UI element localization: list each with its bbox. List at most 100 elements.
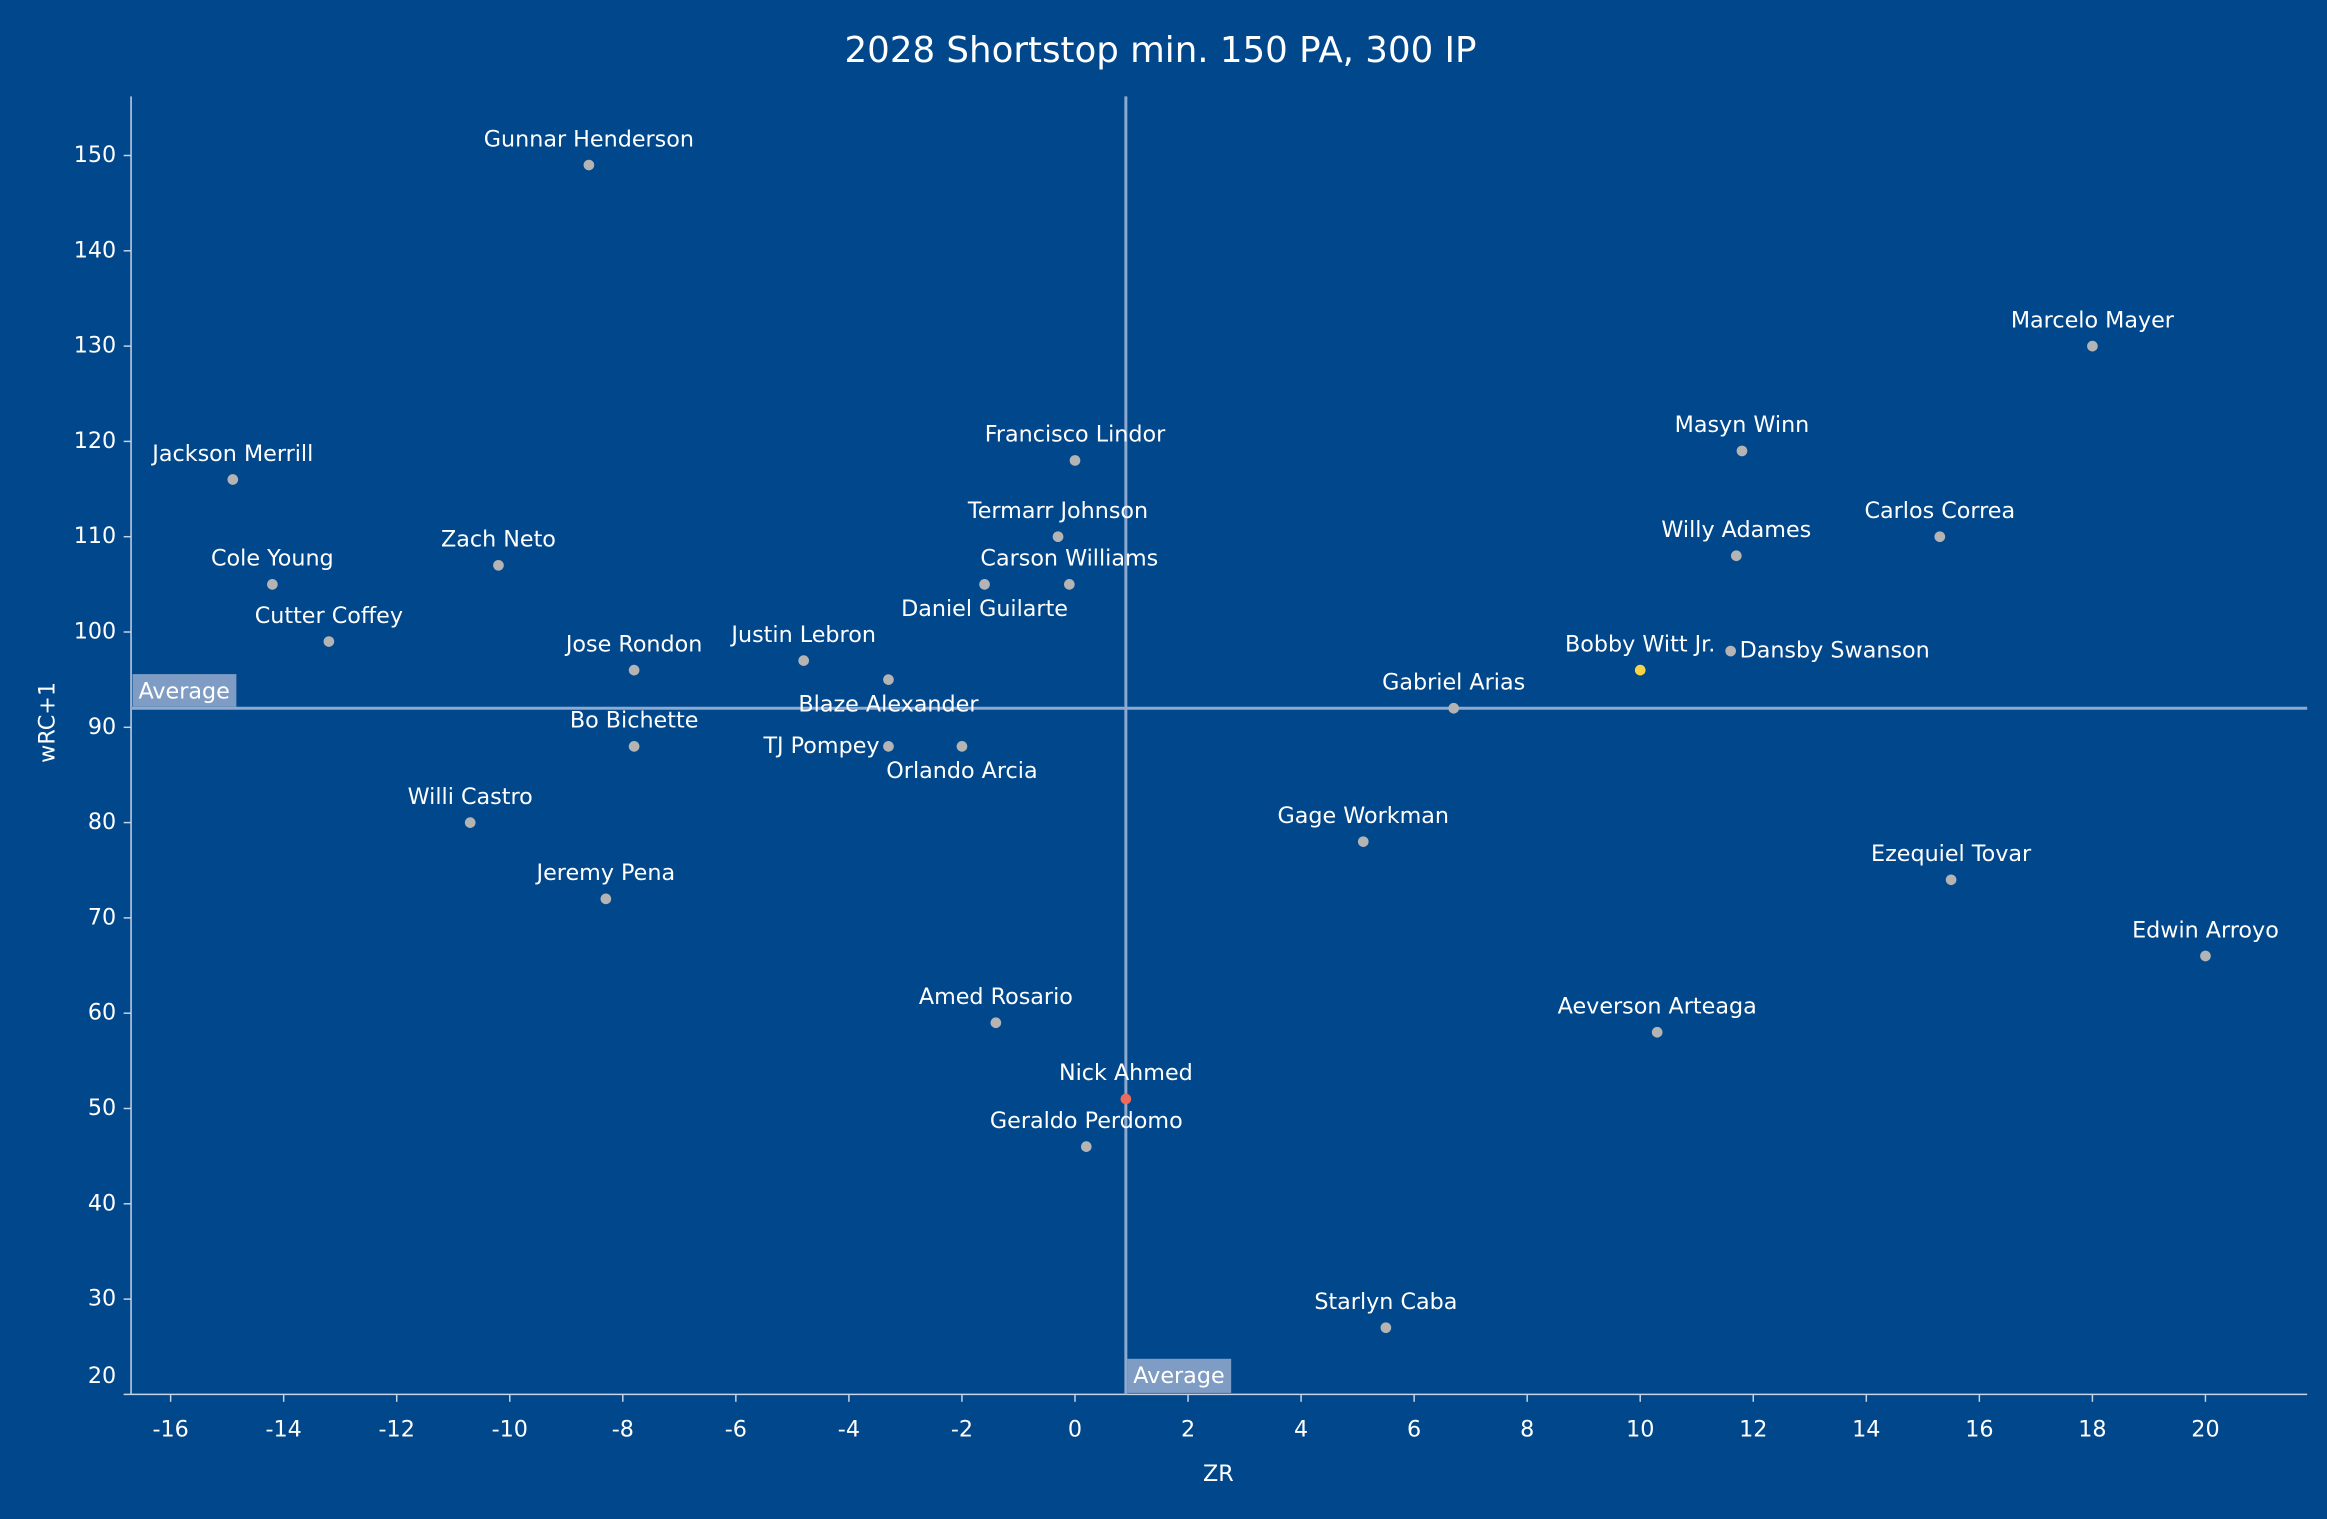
x-tick-label: -12 (379, 1416, 415, 1442)
point (1380, 1322, 1392, 1334)
x-tick-label: 16 (1965, 1416, 1993, 1442)
point (323, 636, 335, 647)
x-tick-label: 12 (1739, 1416, 1767, 1442)
point-label: Starlyn Caba (1314, 1289, 1457, 1315)
point-label: Masyn Winn (1675, 412, 1810, 438)
x-tick-label: -8 (612, 1416, 634, 1442)
y-tick-label: 90 (88, 714, 116, 740)
x-tick-label: 10 (1626, 1416, 1654, 1442)
point (493, 559, 504, 571)
point-label: Jose Rondon (564, 631, 703, 657)
point (628, 741, 640, 752)
y-tick-label: 70 (88, 904, 116, 930)
x-tick-label: -14 (265, 1416, 301, 1442)
x-tick-label: -2 (951, 1416, 973, 1442)
point (1651, 1026, 1663, 1038)
reference-label-box (132, 674, 237, 707)
point (798, 655, 810, 666)
y-tick-label: 40 (88, 1190, 116, 1216)
point-label: Justin Lebron (729, 622, 876, 648)
point-label: Gunnar Henderson (484, 126, 694, 152)
y-tick-label: 120 (74, 428, 116, 454)
point (267, 579, 278, 590)
point-label: Jackson Merrill (150, 441, 313, 467)
reference-label-box (1127, 1358, 1232, 1393)
y-tick-label: 50 (88, 1095, 116, 1121)
y-tick-label: 20 (88, 1363, 116, 1389)
point (1052, 531, 1064, 543)
point-label: Willy Adames (1661, 517, 1811, 543)
point (1080, 1141, 1092, 1152)
point-label: Cutter Coffey (255, 603, 403, 629)
point (1120, 1093, 1132, 1105)
point (979, 579, 990, 590)
point-label: Gage Workman (1278, 803, 1450, 829)
point-label: Ezequiel Tovar (1871, 841, 2032, 867)
point (956, 741, 968, 752)
y-axis-label: wRC+1 (34, 682, 60, 763)
point-label: Geraldo Perdomo (990, 1108, 1183, 1134)
point-label: Termarr Johnson (967, 498, 1148, 524)
point-label: Bo Bichette (570, 708, 699, 734)
point-label: Willi Castro (408, 784, 533, 810)
point (1448, 702, 1460, 714)
point (1064, 579, 1075, 590)
point (2087, 340, 2098, 352)
point (2200, 950, 2211, 962)
point (628, 664, 640, 676)
x-tick-label: 20 (2191, 1416, 2219, 1442)
x-tick-label: 8 (1520, 1416, 1534, 1442)
point (1357, 836, 1369, 848)
point-label: Zach Neto (441, 527, 556, 553)
point (1945, 874, 1957, 886)
point (1730, 550, 1742, 562)
point (883, 674, 894, 685)
x-tick-label: 6 (1407, 1416, 1421, 1442)
y-tick-label: 80 (88, 809, 116, 835)
y-tick-label: 150 (74, 142, 116, 168)
point (1725, 645, 1737, 657)
point-label: Nick Ahmed (1059, 1060, 1193, 1086)
point-label: Marcelo Mayer (2011, 307, 2175, 333)
point (1634, 664, 1646, 676)
x-tick-label: 2 (1181, 1416, 1195, 1442)
y-tick-label: 110 (74, 523, 116, 549)
point (600, 893, 612, 905)
x-tick-label: 0 (1068, 1416, 1082, 1442)
point-label: Cole Young (211, 546, 334, 572)
reference-label: Average (138, 678, 229, 704)
y-tick-label: 140 (74, 237, 116, 263)
point-label: Daniel Guilarte (901, 596, 1068, 622)
point-label: Amed Rosario (919, 984, 1073, 1010)
point (1069, 455, 1081, 466)
y-tick-label: 60 (88, 1000, 116, 1026)
point-label: Aeverson Arteaga (1558, 994, 1757, 1020)
reference-label: Average (1133, 1363, 1224, 1389)
point-label: Gabriel Arias (1382, 670, 1525, 696)
point (990, 1017, 1002, 1029)
x-tick-label: -6 (725, 1416, 747, 1442)
chart-title: 2028 Shortstop min. 150 PA, 300 IP (845, 30, 1477, 71)
point (583, 159, 595, 171)
point-label: Francisco Lindor (985, 422, 1166, 448)
y-tick-label: 100 (74, 619, 116, 645)
point-label: Carlos Correa (1864, 498, 2015, 524)
x-tick-label: -16 (152, 1416, 188, 1442)
x-tick-label: -4 (838, 1416, 860, 1442)
point (1736, 445, 1748, 457)
point-label: TJ Pompey (762, 733, 879, 759)
x-tick-label: -10 (492, 1416, 528, 1442)
y-tick-label: 130 (74, 333, 116, 359)
point-label: Dansby Swanson (1740, 638, 1930, 664)
point-label: Blaze Alexander (798, 691, 979, 717)
point-label: Carson Williams (980, 546, 1158, 572)
x-axis-label: ZR (1203, 1461, 1234, 1487)
x-tick-label: 14 (1852, 1416, 1880, 1442)
x-tick-label: 4 (1294, 1416, 1308, 1442)
point (883, 741, 894, 752)
point-label: Jeremy Pena (535, 860, 676, 886)
point (1934, 531, 1946, 543)
